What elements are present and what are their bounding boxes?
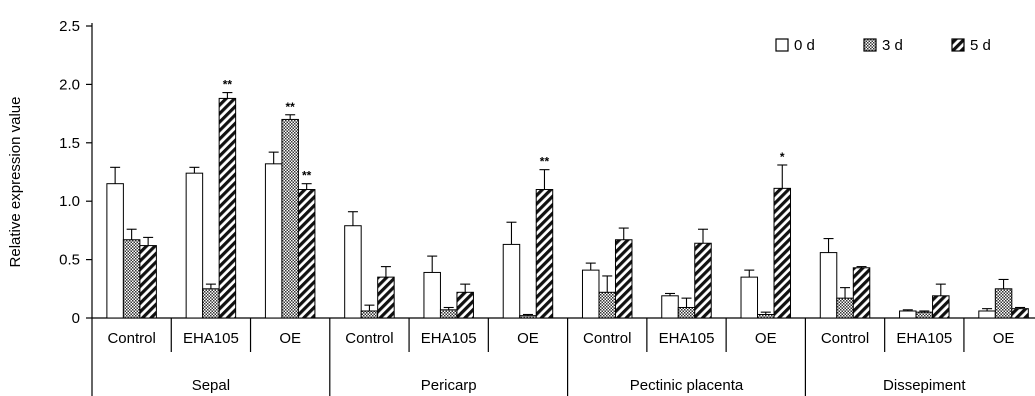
legend-swatch	[775, 38, 789, 52]
legend: 0 d 3 d 5 d	[775, 37, 991, 54]
legend-swatch	[951, 38, 965, 52]
y-tick-label: 2.0	[59, 76, 80, 93]
bar	[377, 276, 395, 319]
category-label: Control	[345, 330, 393, 347]
bar	[819, 252, 838, 319]
bar	[978, 310, 996, 319]
bar	[106, 183, 124, 319]
category-label: OE	[993, 330, 1015, 347]
bar	[535, 189, 554, 319]
group-label: Pectinic placenta	[630, 377, 744, 394]
category-label: Control	[821, 330, 869, 347]
category-label: EHA105	[659, 330, 715, 347]
y-tick-label: 1.0	[59, 193, 80, 210]
bar	[915, 311, 934, 319]
bar	[614, 239, 633, 319]
group-label: Sepal	[192, 377, 230, 394]
legend-label: 5 d	[970, 37, 991, 54]
category-label: OE	[755, 330, 777, 347]
category-label: Control	[107, 330, 155, 347]
category-label: EHA105	[183, 330, 239, 347]
bar	[185, 172, 204, 319]
y-tick-label: 2.5	[59, 18, 80, 35]
bars-layer	[106, 92, 1029, 319]
legend-label: 0 d	[794, 37, 815, 54]
bar	[740, 276, 759, 319]
bar	[502, 243, 521, 319]
bar	[694, 242, 712, 319]
significance-label: *	[780, 150, 785, 164]
y-tick-label: 0.5	[59, 252, 80, 269]
bar	[344, 225, 362, 319]
legend-label: 3 d	[882, 37, 903, 54]
bar	[757, 313, 775, 319]
bar	[598, 291, 616, 319]
significance-label: **	[540, 155, 550, 169]
bar	[899, 310, 917, 319]
y-tick-label: 0	[72, 310, 80, 327]
bar	[661, 295, 679, 319]
bar	[836, 297, 854, 319]
bar	[139, 245, 157, 319]
labels-layer: 0 0.5 1.0 1.5 2.0 2.5 Relative expression valu…	[7, 18, 1014, 394]
category-label: OE	[279, 330, 301, 347]
y-axis-label: Relative expression value	[7, 97, 24, 268]
y-tick-label: 1.5	[59, 135, 80, 152]
significance-label: **	[285, 100, 295, 114]
bar	[202, 288, 220, 319]
group-label: Pericarp	[421, 377, 477, 394]
bar	[122, 239, 141, 319]
bar	[264, 163, 283, 319]
category-label: OE	[517, 330, 539, 347]
significance-label: **	[302, 169, 312, 183]
bar	[932, 295, 950, 319]
bar	[439, 309, 458, 319]
bar	[360, 310, 379, 319]
bar	[519, 315, 537, 319]
category-label: EHA105	[421, 330, 477, 347]
bar	[281, 118, 299, 319]
group-label: Dissepiment	[883, 377, 966, 394]
significance-label: **	[223, 78, 233, 92]
legend-swatch	[863, 38, 877, 52]
category-label: Control	[583, 330, 631, 347]
bar	[423, 271, 441, 319]
bar	[297, 189, 316, 319]
bar	[773, 187, 792, 319]
category-label: EHA105	[896, 330, 952, 347]
axes-layer	[86, 23, 1035, 396]
bar	[218, 97, 237, 319]
bar	[852, 267, 871, 319]
bar	[994, 288, 1013, 319]
bar	[456, 291, 474, 319]
bar	[677, 306, 696, 319]
bar	[1011, 308, 1029, 319]
bar	[581, 269, 600, 319]
